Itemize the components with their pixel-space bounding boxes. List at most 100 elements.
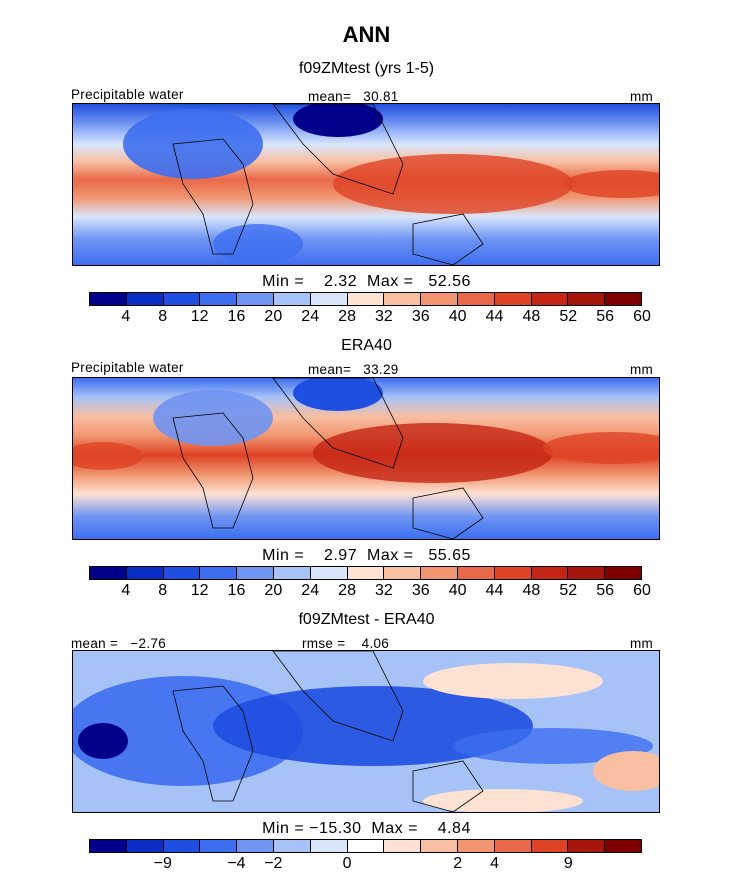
- panel3-colorbar-labels: −9 −4 −2 0 2 4 9: [89, 855, 642, 875]
- colorbar-tick-label: 2: [453, 855, 463, 872]
- colorbar-cell: [605, 293, 641, 305]
- panel1-mean: mean= 30.81: [308, 89, 399, 104]
- colorbar-tick-label: 16: [227, 582, 246, 599]
- colorbar-cell: [531, 840, 569, 852]
- colorbar-tick-label: 12: [190, 308, 209, 325]
- colorbar-cell: [200, 293, 238, 305]
- colorbar-tick-label: 9: [563, 855, 573, 872]
- colorbar-tick-label: 28: [338, 582, 356, 599]
- colorbar-cell: [163, 293, 201, 305]
- colorbar-cell: [605, 567, 641, 579]
- colorbar-cell: [273, 840, 311, 852]
- panel2-colorbar: [89, 566, 642, 580]
- colorbar-tick-label: 24: [301, 582, 320, 599]
- colorbar-tick-label: 52: [559, 582, 578, 599]
- colorbar-tick-label: 20: [264, 582, 283, 599]
- colorbar-tick-label: 4: [121, 308, 131, 325]
- panel2-units: mm: [630, 362, 654, 377]
- colorbar-tick-label: 40: [448, 308, 467, 325]
- colorbar-tick-label: 28: [338, 308, 356, 325]
- colorbar-tick-label: 48: [522, 582, 541, 599]
- colorbar-tick-label: 60: [633, 582, 651, 599]
- colorbar-cell: [347, 567, 385, 579]
- colorbar-cell: [347, 840, 385, 852]
- colorbar-cell: [237, 840, 274, 852]
- colorbar-cell: [531, 567, 569, 579]
- panel2-minmax: Min = 2.97 Max = 55.65: [262, 547, 471, 564]
- colorbar-cell: [421, 293, 458, 305]
- colorbar-cell: [494, 840, 532, 852]
- colorbar-tick-label: 44: [485, 308, 504, 325]
- colorbar-cell: [568, 567, 606, 579]
- colorbar-tick-label: 8: [158, 582, 168, 599]
- colorbar-tick-label: 0: [342, 855, 352, 872]
- colorbar-cell: [90, 293, 127, 305]
- colorbar-cell: [163, 840, 201, 852]
- colorbar-tick-label: 32: [375, 308, 393, 325]
- colorbar-tick-label: 16: [227, 308, 246, 325]
- colorbar-tick-label: −4: [227, 855, 246, 872]
- colorbar-cell: [273, 293, 311, 305]
- colorbar-cell: [126, 840, 164, 852]
- panel1-variable-label: Precipitable water: [71, 87, 184, 102]
- colorbar-cell: [384, 293, 422, 305]
- panel3-map: [72, 650, 660, 813]
- panel1-units: mm: [630, 89, 654, 104]
- colorbar-tick-label: 32: [375, 582, 393, 599]
- colorbar-cell: [310, 567, 348, 579]
- panel2-title: ERA40: [341, 337, 392, 354]
- panel1-minmax: Min = 2.32 Max = 52.56: [262, 273, 471, 290]
- panel2-variable-label: Precipitable water: [71, 360, 184, 375]
- colorbar-cell: [421, 840, 458, 852]
- colorbar-tick-label: 20: [264, 308, 283, 325]
- colorbar-tick-label: −2: [264, 855, 283, 872]
- colorbar-cell: [384, 840, 422, 852]
- panel1-map: [72, 103, 660, 266]
- colorbar-cell: [457, 293, 495, 305]
- colorbar-cell: [384, 567, 422, 579]
- panel1-colorbar-labels: 4 8 12 16 20 24 28 32 36 40 44 48 52 56 60: [89, 308, 650, 328]
- colorbar-cell: [347, 293, 385, 305]
- panel3-minmax: Min = −15.30 Max = 4.84: [262, 820, 471, 837]
- panel2-colorbar-labels: 4 8 12 16 20 24 28 32 36 40 44 48 52 56 60: [89, 582, 650, 602]
- colorbar-cell: [531, 293, 569, 305]
- colorbar-cell: [605, 840, 641, 852]
- colorbar-tick-label: 56: [596, 308, 615, 325]
- colorbar-cell: [126, 293, 164, 305]
- colorbar-cell: [421, 567, 458, 579]
- colorbar-cell: [273, 567, 311, 579]
- panel1-title: f09ZMtest (yrs 1-5): [298, 60, 435, 77]
- colorbar-tick-label: 40: [448, 582, 467, 599]
- colorbar-cell: [90, 840, 127, 852]
- colorbar-tick-label: 4: [121, 582, 131, 599]
- panel3-title: f09ZMtest - ERA40: [298, 611, 435, 628]
- colorbar-cell: [163, 567, 201, 579]
- colorbar-tick-label: 60: [633, 308, 651, 325]
- colorbar-cell: [200, 567, 238, 579]
- colorbar-cell: [494, 293, 532, 305]
- colorbar-tick-label: −9: [153, 855, 172, 872]
- colorbar-cell: [126, 567, 164, 579]
- panel3-colorbar: [89, 839, 642, 853]
- colorbar-cell: [310, 293, 348, 305]
- colorbar-tick-label: 36: [411, 582, 430, 599]
- colorbar-cell: [457, 567, 495, 579]
- colorbar-cell: [568, 293, 606, 305]
- colorbar-cell: [237, 567, 274, 579]
- colorbar-cell: [310, 840, 348, 852]
- figure-title: ANN: [342, 22, 391, 47]
- panel1-colorbar: [89, 292, 642, 306]
- panel3-rmse: rmse = 4.06: [302, 636, 390, 651]
- colorbar-cell: [200, 840, 238, 852]
- colorbar-tick-label: 44: [485, 582, 504, 599]
- colorbar-cell: [237, 293, 274, 305]
- colorbar-tick-label: 8: [158, 308, 168, 325]
- colorbar-tick-label: 24: [301, 308, 320, 325]
- colorbar-cell: [90, 567, 127, 579]
- colorbar-tick-label: 52: [559, 308, 578, 325]
- colorbar-cell: [568, 840, 606, 852]
- panel2-map: [72, 377, 660, 540]
- panel3-units: mm: [630, 636, 654, 651]
- colorbar-tick-label: 56: [596, 582, 615, 599]
- colorbar-cell: [457, 840, 495, 852]
